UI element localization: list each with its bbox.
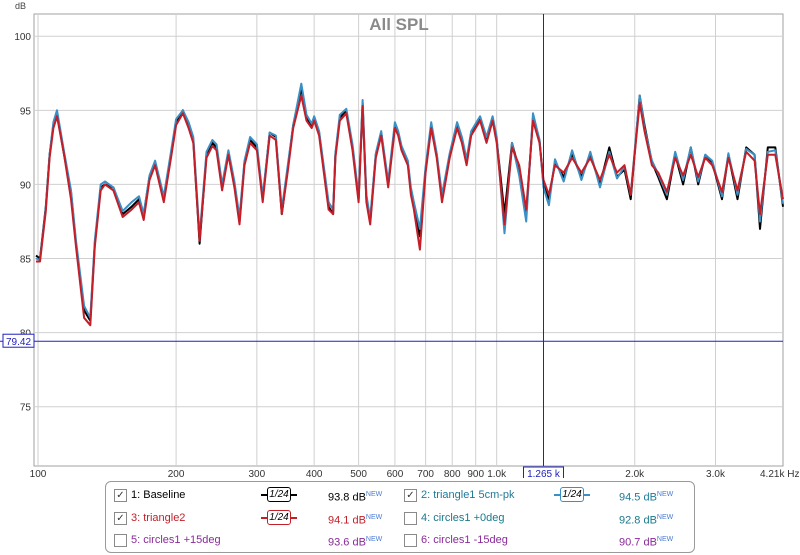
cursor-crosshair[interactable]: 79.42 1.265 k [0,14,783,478]
legend-item-circles-minus15[interactable]: 6: circles1 -15deg [404,529,508,551]
cursor-x-readout: 1.265 k [527,469,561,478]
legend-row: 5: circles1 +15deg 93.6 dBNEW 6: circles… [106,529,694,551]
chart-title: All SPL [369,15,429,34]
y-axis-label: dB [15,1,26,11]
legend-item-circles-15[interactable]: 5: circles1 +15deg [114,529,221,551]
x-tick-label: 200 [168,469,185,478]
value-triangle2: 94.1 dBNEW [328,514,383,527]
legend-item-circles-0[interactable]: 4: circles1 +0deg [404,507,504,529]
value-baseline: 93.8 dBNEW [328,491,383,504]
legend-item-baseline[interactable]: ✓ 1: Baseline [114,484,185,506]
x-axis-end-label: 4.21k Hz [760,469,799,478]
legend-row: ✓ 1: Baseline 1/24 93.8 dBNEW ✓ 2: trian… [106,484,694,506]
legend-label: 2: triangle1 5cm-pk [421,489,515,501]
legend-panel: ✓ 1: Baseline 1/24 93.8 dBNEW ✓ 2: trian… [105,481,695,553]
x-tick-label: 600 [387,469,404,478]
legend-label: 1: Baseline [131,489,186,501]
spl-chart[interactable]: 7580859095100 10020030040050060070080090… [0,0,800,478]
x-tick-label: 1.0k [487,469,507,478]
checkbox-circles-minus15[interactable] [404,533,417,547]
cursor-y-readout: 79.42 [6,337,31,348]
legend-label: 3: triangle2 [131,512,186,524]
value-circles-15: 93.6 dBNEW [328,536,383,549]
legend-row: ✓ 3: triangle2 1/24 94.1 dBNEW 4: circle… [106,507,694,529]
x-tick-label: 300 [249,469,266,478]
cursor-y-readout-box [2,333,35,348]
y-tick-label: 100 [14,32,31,43]
y-tick-label: 90 [20,180,32,191]
smoothing-triangle1[interactable]: 1/24 [554,487,590,502]
smoothing-baseline[interactable]: 1/24 [261,487,297,502]
value-circles-0: 92.8 dBNEW [619,514,674,527]
x-tick-label: 500 [350,469,367,478]
x-tick-label: 900 [467,469,484,478]
y-tick-label: 95 [20,106,32,117]
checkbox-triangle2[interactable]: ✓ [114,511,127,525]
checkbox-triangle1[interactable]: ✓ [404,488,417,502]
checkbox-circles-0[interactable] [404,511,417,525]
legend-item-triangle1[interactable]: ✓ 2: triangle1 5cm-pk [404,484,515,506]
plot-area[interactable] [33,13,784,467]
x-tick-label: 2.0k [625,469,645,478]
legend-label: 4: circles1 +0deg [421,512,505,524]
smoothing-triangle2[interactable]: 1/24 [261,510,297,525]
x-tick-label: 3.0k [706,469,726,478]
x-tick-label: 400 [306,469,323,478]
legend-item-triangle2[interactable]: ✓ 3: triangle2 [114,507,185,529]
y-tick-label: 75 [20,403,32,414]
legend-label: 5: circles1 +15deg [131,534,221,546]
x-tick-label: 100 [30,469,47,478]
value-triangle1: 94.5 dBNEW [619,491,674,504]
grid-lines [34,14,783,466]
y-tick-label: 85 [20,255,32,266]
x-tick-label: 700 [417,469,434,478]
legend-label: 6: circles1 -15deg [421,534,508,546]
x-tick-labels: 100 200 300 400 500 600 700 800 900 1.0k 2.0k 3.0k [30,469,726,478]
cursor-x-readout-box [522,466,564,478]
series-line-3 [36,94,784,327]
checkbox-baseline[interactable]: ✓ [114,488,127,502]
x-tick-label: 800 [444,469,461,478]
y-tick-labels: 7580859095100 [14,32,31,413]
checkbox-circles-15[interactable] [114,533,127,547]
series-lines [35,82,784,327]
value-circles-minus15: 90.7 dBNEW [619,536,674,549]
